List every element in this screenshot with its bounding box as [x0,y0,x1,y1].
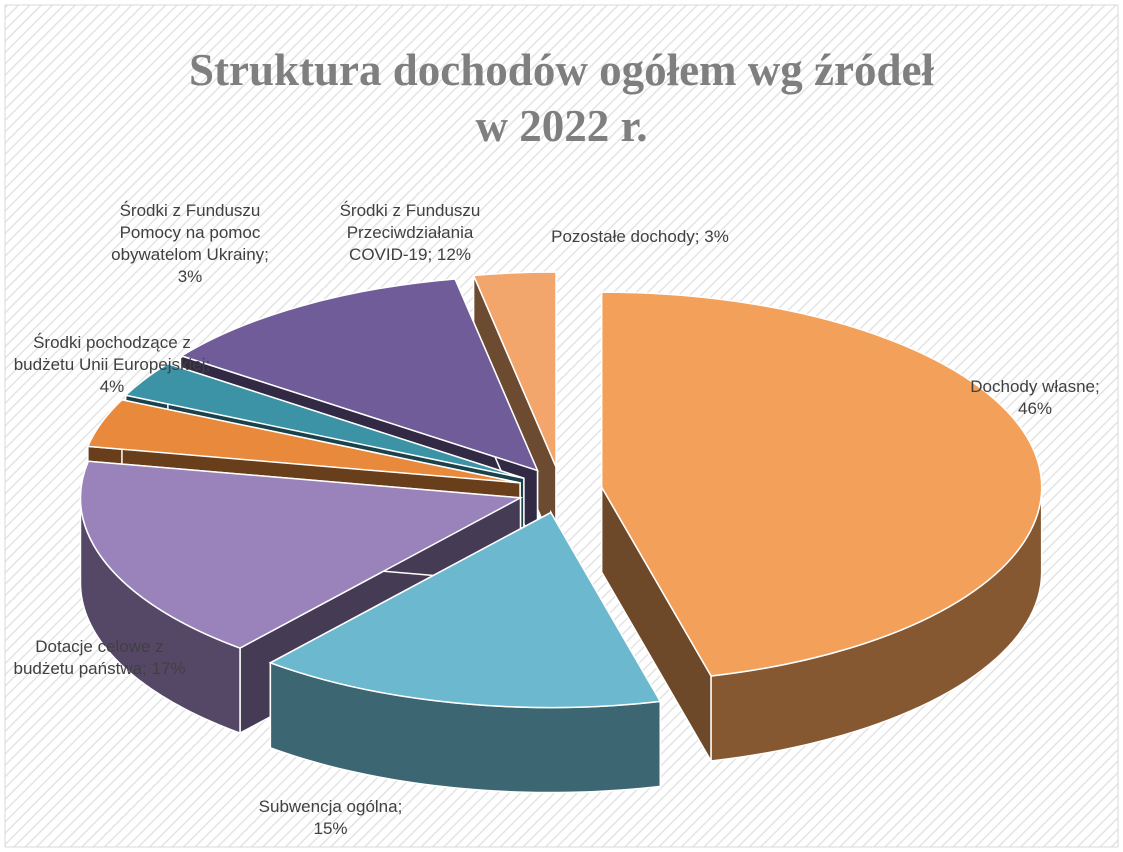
label-category: Środki z Funduszu Przeciwdziałania COVID… [339,201,481,264]
data-label: Środki z Funduszu Pomocy na pomoc obywat… [100,200,280,288]
label-value: 4% [99,377,125,396]
slice-top [600,291,1043,677]
slice-top [124,362,525,479]
label-value: 3% [704,227,729,246]
data-label: Środki pochodzące z budżetu Unii Europej… [12,332,212,398]
pie [79,271,1043,794]
data-label: Środki z Funduszu Przeciwdziałania COVID… [320,200,500,266]
slice [600,291,1043,764]
slice-top [179,278,539,472]
data-label: Dotacje celowe z budżetu państwa; 17% [12,636,187,680]
label-category: Pozostałe dochody; [551,227,700,246]
label-category: Środki pochodzące z budżetu Unii Europej… [13,333,211,374]
data-label: Pozostałe dochody; 3% [540,226,740,248]
slice-top [268,511,662,709]
label-value: 17% [151,659,186,678]
data-label: Dochody własne; 46% [960,376,1110,420]
label-value: 12% [436,245,471,264]
label-value: 46% [1017,399,1053,418]
slice-top [472,271,557,468]
label-category: Dochody własne; [970,377,1100,396]
data-label: Subwencja ogólna; 15% [248,796,413,840]
slice [268,509,662,794]
slice-top [86,399,521,484]
chart-title: Struktura dochodów ogółem wg źródeł w 20… [189,45,934,151]
label-value: 3% [177,267,203,286]
label-category: Subwencja ogólna; [258,797,403,816]
label-category: Środki z Funduszu Pomocy na pomoc obywat… [111,201,269,264]
label-value: 15% [313,819,348,838]
slice-top [79,460,524,649]
label-category: Dotacje celowe z budżetu państwa; [13,637,164,678]
